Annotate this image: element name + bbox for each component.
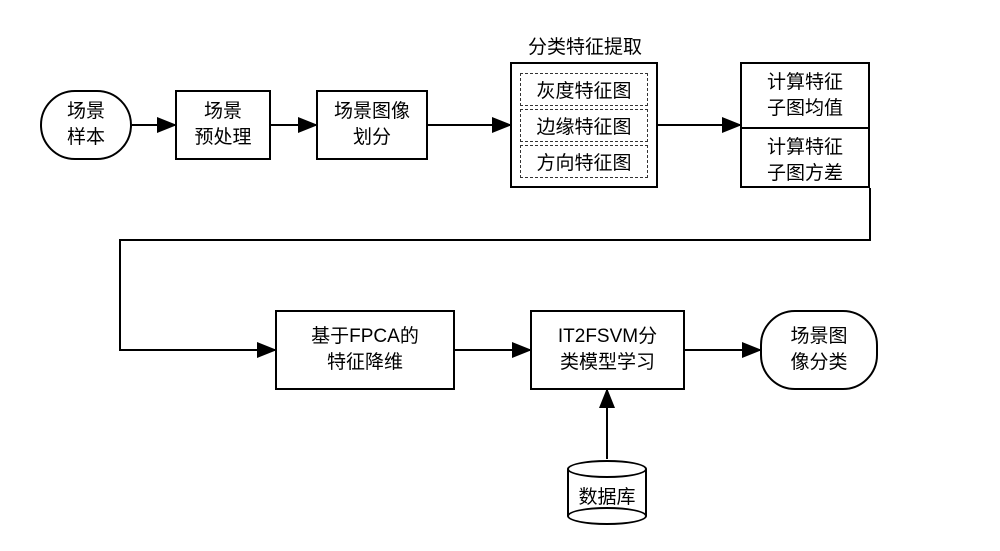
feature-item-direction: 方向特征图 xyxy=(520,145,648,178)
it2fsvm-node: IT2FSVM分类模型学习 xyxy=(530,310,685,390)
database-label: 数据库 xyxy=(567,482,647,509)
feature-group-label: 分类特征提取 xyxy=(528,32,642,59)
preprocessing-node: 场景预处理 xyxy=(175,90,271,160)
start-terminator: 场景样本 xyxy=(40,90,132,160)
feature-group: 灰度特征图 边缘特征图 方向特征图 xyxy=(510,62,658,188)
partition-node: 场景图像划分 xyxy=(316,90,428,160)
stats-stack: 计算特征子图均值 计算特征子图方差 xyxy=(740,62,870,188)
stats-mean: 计算特征子图均值 xyxy=(742,64,868,127)
feature-item-gray: 灰度特征图 xyxy=(520,73,648,106)
stats-variance: 计算特征子图方差 xyxy=(742,127,868,192)
end-terminator: 场景图像分类 xyxy=(760,310,878,390)
fpca-node: 基于FPCA的特征降维 xyxy=(275,310,455,390)
database-cylinder: 数据库 xyxy=(567,460,647,525)
arrow-stats-to-fpca xyxy=(120,188,870,350)
feature-item-edge: 边缘特征图 xyxy=(520,109,648,142)
